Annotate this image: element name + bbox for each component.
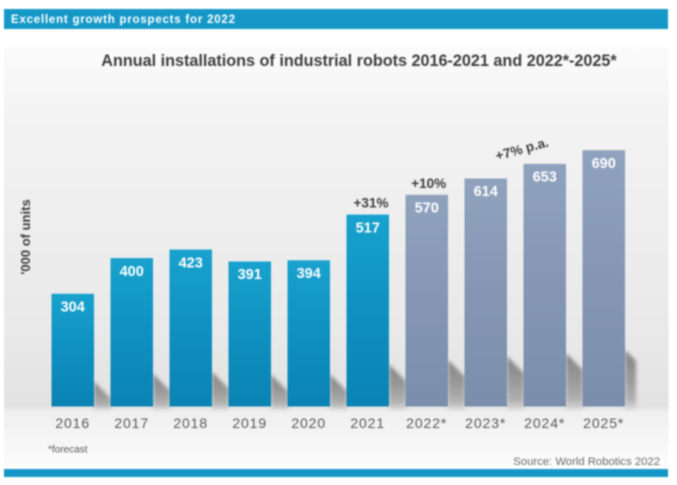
svg-text:Annual installations of indust: Annual installations of industrial robot…	[101, 52, 617, 70]
svg-text:*forecast: *forecast	[48, 445, 88, 456]
svg-text:517: 517	[356, 220, 380, 236]
svg-text:2017: 2017	[114, 415, 149, 431]
svg-text:391: 391	[238, 267, 262, 283]
svg-text:394: 394	[297, 266, 321, 282]
svg-text:Excellent growth prospects for: Excellent growth prospects for 2022	[11, 14, 236, 26]
svg-text:+10%: +10%	[411, 176, 446, 191]
svg-text:2022*: 2022*	[406, 415, 447, 431]
svg-text:423: 423	[179, 255, 203, 271]
svg-text:2024*: 2024*	[524, 415, 565, 431]
svg-text:614: 614	[474, 184, 498, 200]
svg-text:2025*: 2025*	[583, 415, 624, 431]
svg-text:+31%: +31%	[354, 196, 389, 211]
svg-text:2016: 2016	[55, 415, 90, 431]
svg-text:2018: 2018	[173, 415, 208, 431]
svg-text:'000 of units: '000 of units	[18, 199, 33, 274]
svg-text:2021: 2021	[350, 415, 385, 431]
svg-text:Source: World Robotics 2022: Source: World Robotics 2022	[513, 456, 660, 468]
svg-text:2023*: 2023*	[465, 415, 506, 431]
svg-text:2019: 2019	[232, 415, 267, 431]
svg-text:400: 400	[120, 264, 144, 280]
svg-text:304: 304	[61, 300, 85, 316]
svg-text:690: 690	[592, 156, 616, 172]
svg-text:653: 653	[533, 170, 557, 186]
svg-text:2020: 2020	[291, 415, 326, 431]
svg-text:570: 570	[415, 201, 439, 217]
